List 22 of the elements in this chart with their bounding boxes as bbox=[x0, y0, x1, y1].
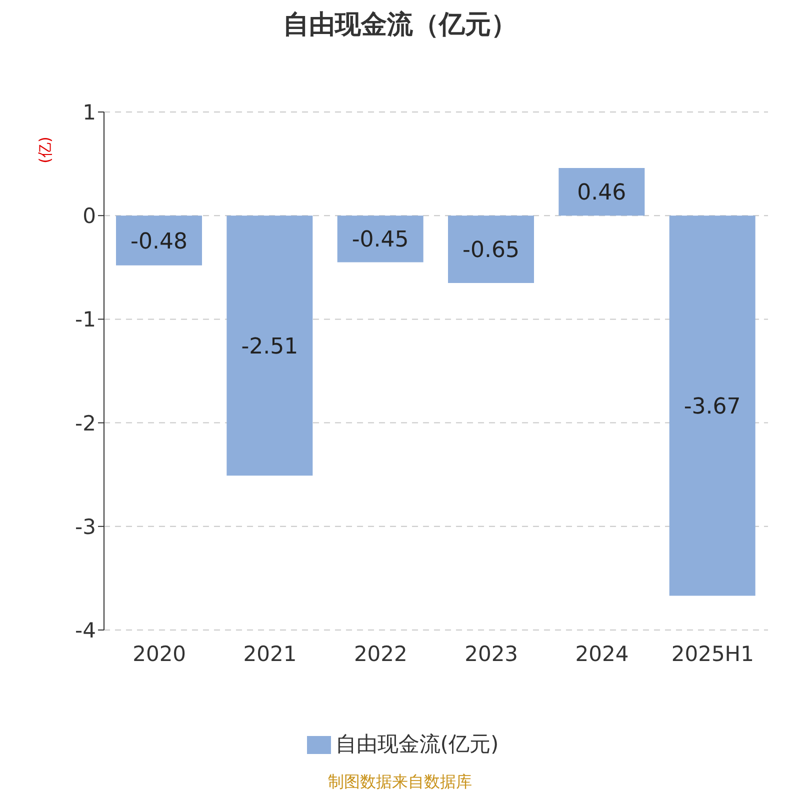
data-label: -3.67 bbox=[684, 394, 741, 420]
x-tick-label: 2022 bbox=[354, 642, 408, 666]
text: 制图数据来自数据库 bbox=[327, 772, 473, 793]
x-tick-label: 2025H1 bbox=[671, 642, 754, 666]
y-tick-label: -4 bbox=[75, 618, 96, 642]
data-label: -0.65 bbox=[462, 238, 520, 264]
x-tick-label: 2021 bbox=[243, 642, 297, 666]
y-tick-label: -1 bbox=[75, 308, 96, 332]
data-label: 0.46 bbox=[577, 180, 626, 206]
x-tick-label: 2024 bbox=[575, 642, 629, 666]
x-tick-label: 2020 bbox=[132, 642, 186, 666]
legend-label: 自由现金流(亿元) bbox=[335, 732, 499, 756]
y-tick-label: -3 bbox=[75, 514, 96, 539]
data-label: -0.45 bbox=[352, 228, 409, 253]
chart-title: 自由现金流（亿元） bbox=[282, 9, 518, 42]
data-label: -0.48 bbox=[130, 229, 188, 254]
y-tick-label: 1 bbox=[82, 100, 96, 124]
data-label: -2.51 bbox=[241, 334, 298, 360]
y-tick-label: -2 bbox=[75, 411, 96, 436]
x-tick-label: 2023 bbox=[464, 642, 518, 666]
y-tick-label: 0 bbox=[82, 204, 96, 228]
y-axis-title: (亿) bbox=[36, 136, 54, 164]
